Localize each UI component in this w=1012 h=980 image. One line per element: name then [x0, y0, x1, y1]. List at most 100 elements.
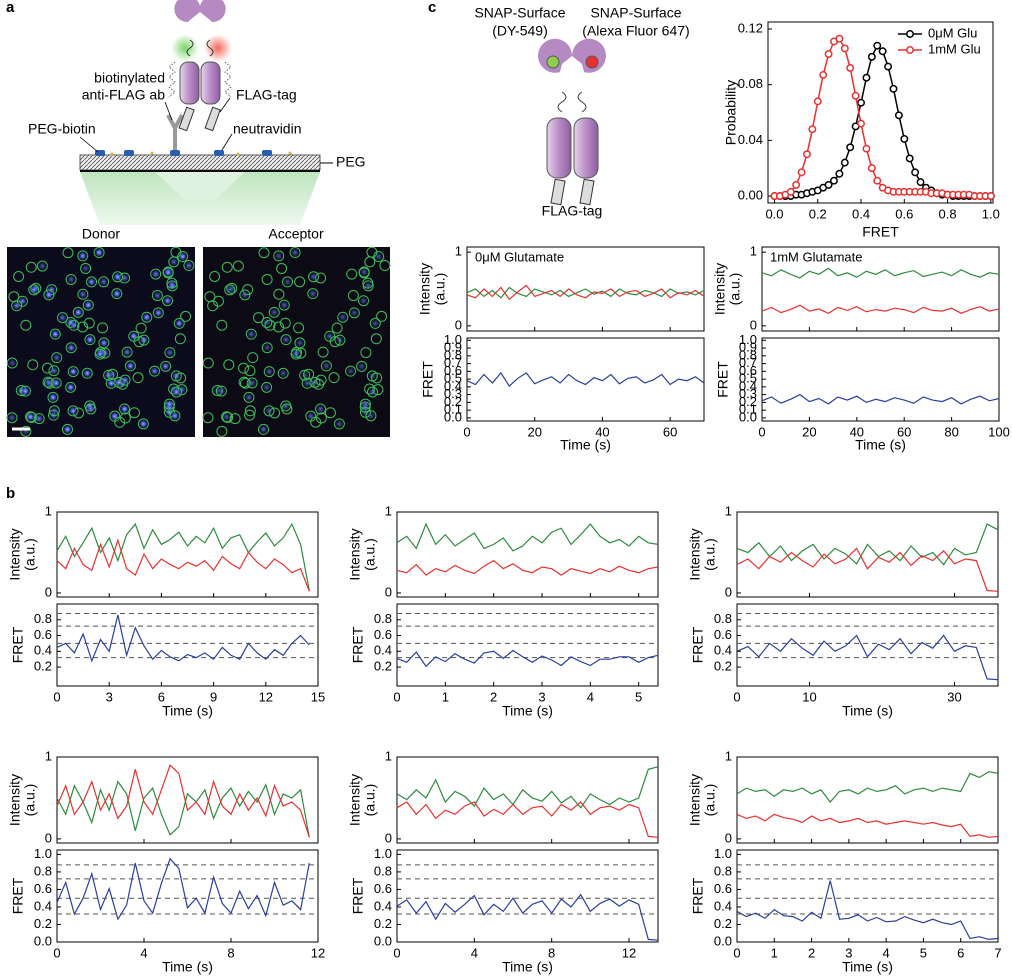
spot: [81, 264, 90, 273]
y-tick-label: 0: [385, 830, 392, 845]
schematic-c: [538, 38, 606, 206]
spot: [74, 308, 83, 317]
spot: [38, 262, 47, 271]
x-tick-label: 12: [259, 689, 273, 704]
y-axis-label: FRET: [690, 626, 706, 663]
marker: [986, 192, 995, 200]
spot-ring: [264, 319, 276, 331]
spot: [44, 378, 53, 387]
spot-ring: [261, 273, 273, 285]
spot-ring: [356, 360, 368, 372]
y-axis-label: FRET: [715, 361, 731, 398]
spot-ring: [263, 366, 275, 378]
marker: [867, 164, 876, 173]
plot-frame: [396, 756, 659, 844]
spot-ring: [36, 260, 48, 272]
y-tick-label: 0.04: [738, 132, 763, 147]
y-tick-label: 0.3: [444, 386, 462, 401]
marker: [862, 144, 871, 153]
spot: [247, 330, 256, 339]
spot-ring: [317, 346, 329, 358]
spot-ring: [299, 369, 311, 381]
spot: [350, 308, 359, 317]
spot: [265, 367, 274, 376]
spot: [26, 412, 35, 421]
plot-frame: [736, 511, 999, 598]
spot: [151, 270, 160, 279]
spot: [279, 369, 288, 378]
spot-ring: [261, 316, 273, 328]
y-tick-label: 0.1: [444, 402, 462, 417]
spot-ring: [358, 295, 370, 307]
x-tick-label: 6: [158, 689, 165, 704]
spot: [35, 414, 44, 423]
y-axis-label-line: Intensity: [416, 263, 432, 315]
spot: [142, 313, 151, 322]
y-tick-label: 0.8: [34, 611, 52, 626]
spot: [123, 348, 132, 357]
spot-ring: [221, 411, 233, 423]
spot: [283, 277, 292, 286]
spot: [306, 412, 315, 421]
marker: [900, 135, 909, 143]
spot: [165, 400, 174, 409]
spot: [110, 412, 119, 421]
spot-ring: [273, 288, 285, 300]
spot-ring: [282, 276, 294, 288]
spot: [113, 272, 122, 281]
y-axis-label: FRET: [10, 626, 26, 663]
spot-ring: [93, 247, 105, 259]
spot: [78, 290, 87, 299]
spot-ring: [232, 260, 244, 272]
spot-ring: [365, 410, 377, 422]
y-tick-label: 0.7: [444, 355, 462, 370]
spot-ring: [252, 312, 264, 324]
marker: [835, 169, 844, 178]
spot: [309, 272, 318, 281]
y-axis-label: FRET: [350, 877, 366, 914]
spot: [281, 335, 290, 344]
spot-ring: [362, 277, 374, 289]
spot-ring: [175, 372, 187, 384]
spot-ring: [320, 360, 332, 372]
y-axis-label: Intensity(a.u.): [346, 774, 377, 826]
spot: [175, 319, 184, 328]
x-tick-label: 3: [845, 945, 852, 960]
x-tick-label: 4: [587, 689, 594, 704]
plot-frame: [466, 246, 705, 332]
spot-ring: [346, 268, 358, 280]
annotation: SNAP-Surface: [474, 5, 565, 21]
y-tick-label: 0.0: [444, 409, 462, 424]
spot-ring: [245, 328, 257, 340]
spot: [50, 406, 59, 415]
legend-swatch: [906, 30, 914, 38]
spot: [95, 248, 104, 257]
y-tick-label: 0.4: [739, 378, 757, 393]
spot: [164, 268, 173, 277]
spot-ring: [273, 250, 285, 262]
trace-line: [56, 857, 310, 921]
spot-ring: [280, 334, 292, 346]
spot: [172, 387, 181, 396]
trace-line: [396, 522, 659, 552]
spot: [67, 343, 76, 352]
legend-label: 0μM Glu: [928, 25, 977, 40]
spot-ring: [72, 306, 84, 318]
spot: [63, 425, 72, 434]
y-tick-label: 0.2: [34, 916, 52, 931]
spot-ring: [19, 385, 31, 397]
x-tick-label: 0.6: [895, 206, 913, 221]
spot-ring: [42, 376, 54, 388]
x-tick-label: 4: [140, 945, 147, 960]
spot-ring: [84, 334, 96, 346]
x-tick-label: 1.0: [982, 206, 1000, 221]
y-axis-label: FRET: [10, 877, 26, 914]
marker: [835, 34, 844, 43]
x-tick-label: 12: [311, 945, 325, 960]
spot-ring: [128, 407, 140, 419]
plot-frame: [56, 603, 319, 687]
spot-ring: [366, 386, 378, 398]
spot-ring: [107, 368, 119, 380]
